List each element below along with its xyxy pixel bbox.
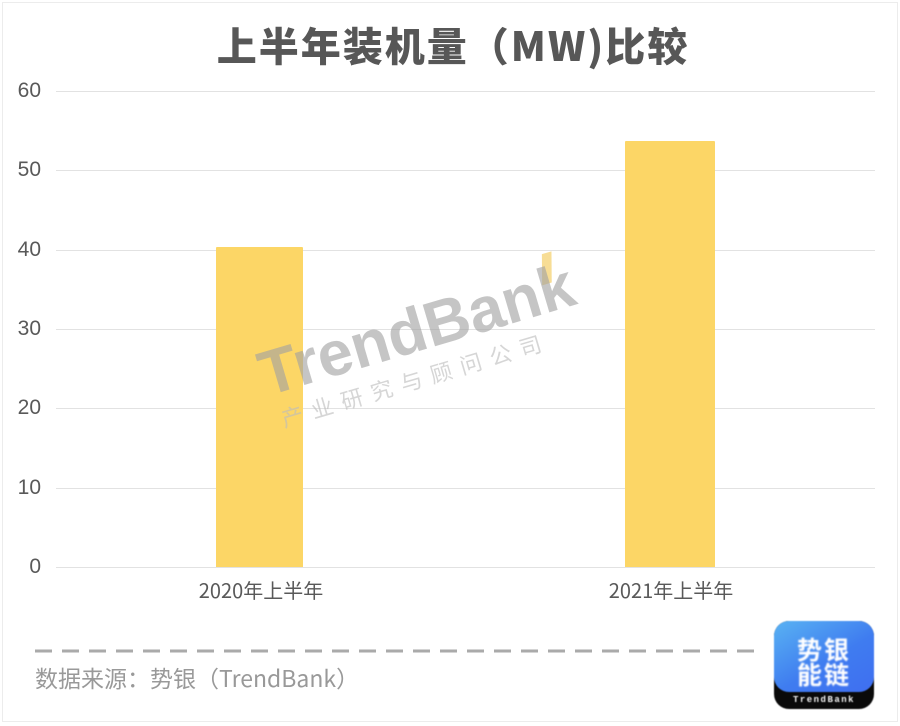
svg-text:TrendBank: TrendBank [793,695,855,705]
svg-text:能链: 能链 [797,656,851,692]
